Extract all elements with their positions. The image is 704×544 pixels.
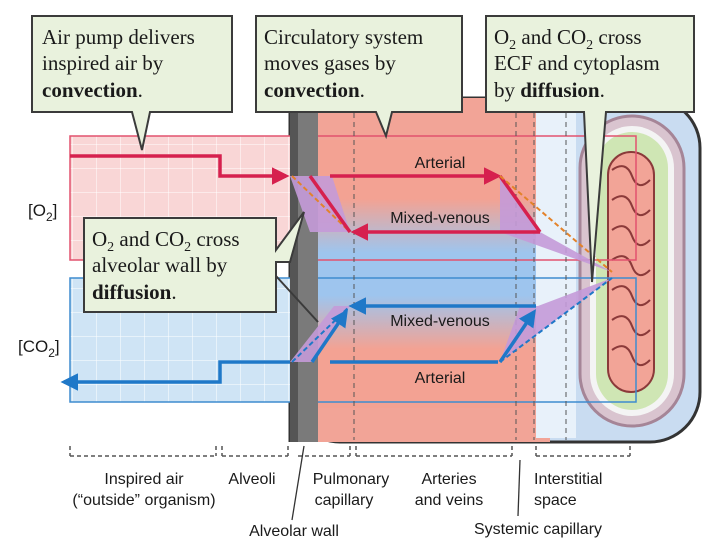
svg-text:ECF and cytoplasm: ECF and cytoplasm [494, 51, 660, 75]
region-brackets [69, 446, 631, 457]
svg-text:Circulatory system: Circulatory system [264, 25, 423, 49]
region-pointers [291, 445, 521, 521]
o2-mixed-venous-label: Mixed-venous [390, 210, 490, 227]
svg-text:O2 and CO2 cross: O2 and CO2 cross [494, 25, 642, 53]
svg-text:alveolar wall by: alveolar wall by [92, 253, 228, 277]
co2-mixed-venous-label: Mixed-venous [390, 313, 490, 330]
region-systemic-capillary: Systemic capillary [474, 521, 602, 538]
co2-capillary-rise [310, 309, 348, 363]
svg-text:inspired air by: inspired air by [42, 51, 164, 75]
o2-inspired-line [70, 154, 290, 185]
region-interstitial-line1: Interstitial [534, 471, 602, 488]
o2-systemic-diffusion [500, 176, 612, 272]
svg-text:by diffusion.: by diffusion. [494, 78, 605, 102]
svg-text:moves gases by: moves gases by [264, 51, 396, 75]
co2-band-outline [69, 277, 637, 403]
callout-circulatory: Circulatory system moves gases by convec… [255, 15, 463, 140]
svg-text:convection.: convection. [42, 78, 143, 102]
region-dividers [353, 104, 567, 440]
co2-arterial-label: Arterial [415, 370, 466, 387]
region-inspired-air-line2: (“outside” organism) [72, 492, 215, 509]
cell [578, 114, 686, 428]
svg-text:diffusion.: diffusion. [92, 280, 177, 304]
callout-air-pump: Air pump delivers inspired air by convec… [31, 15, 233, 151]
co2-axis-label: [CO2] [18, 337, 60, 360]
o2-drop-line [498, 174, 542, 234]
region-arteries-line2: and veins [415, 492, 484, 509]
region-arteries-line1: Arteries [421, 471, 476, 488]
o2-alveolar-edge [291, 175, 351, 233]
co2-curves [60, 277, 613, 391]
callout-alveolar: O2 and CO2 cross alveolar wall by diffus… [83, 211, 319, 323]
svg-text:O2 and CO2 cross: O2 and CO2 cross [92, 227, 240, 255]
region-inspired-air-line1: Inspired air [104, 471, 184, 488]
mitochondrion [607, 151, 655, 393]
region-alveolar-wall: Alveolar wall [249, 523, 339, 540]
region-interstitial-line2: space [534, 492, 577, 509]
o2-arterial-label: Arterial [415, 155, 466, 172]
svg-text:Air pump delivers: Air pump delivers [42, 25, 195, 49]
co2-systemic-edge [499, 277, 613, 363]
o2-capillary-rise [308, 174, 352, 234]
svg-text:convection.: convection. [264, 78, 365, 102]
o2-band-outline [69, 135, 637, 261]
o2-curves [70, 154, 613, 273]
callout-ecf: O2 and CO2 cross ECF and cytoplasm by di… [485, 15, 695, 283]
co2-expired-line [60, 360, 290, 391]
region-alveoli: Alveoli [228, 471, 275, 488]
o2-axis-label: [O2] [28, 201, 57, 224]
region-pulmonary-line2: capillary [315, 492, 374, 509]
region-pulmonary-line1: Pulmonary [313, 471, 389, 488]
co2-rise-line [498, 309, 536, 363]
